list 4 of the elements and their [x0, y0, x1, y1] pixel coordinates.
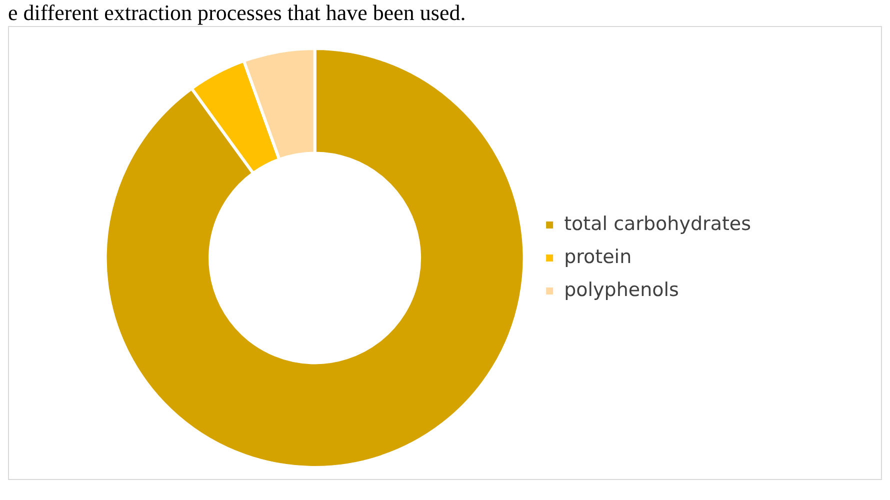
- legend-label: polyphenols: [564, 278, 679, 301]
- legend-label: protein: [564, 246, 632, 268]
- legend-label: total carbohydrates: [564, 212, 752, 235]
- text: e different extraction processes that have been used.: [8, 0, 467, 26]
